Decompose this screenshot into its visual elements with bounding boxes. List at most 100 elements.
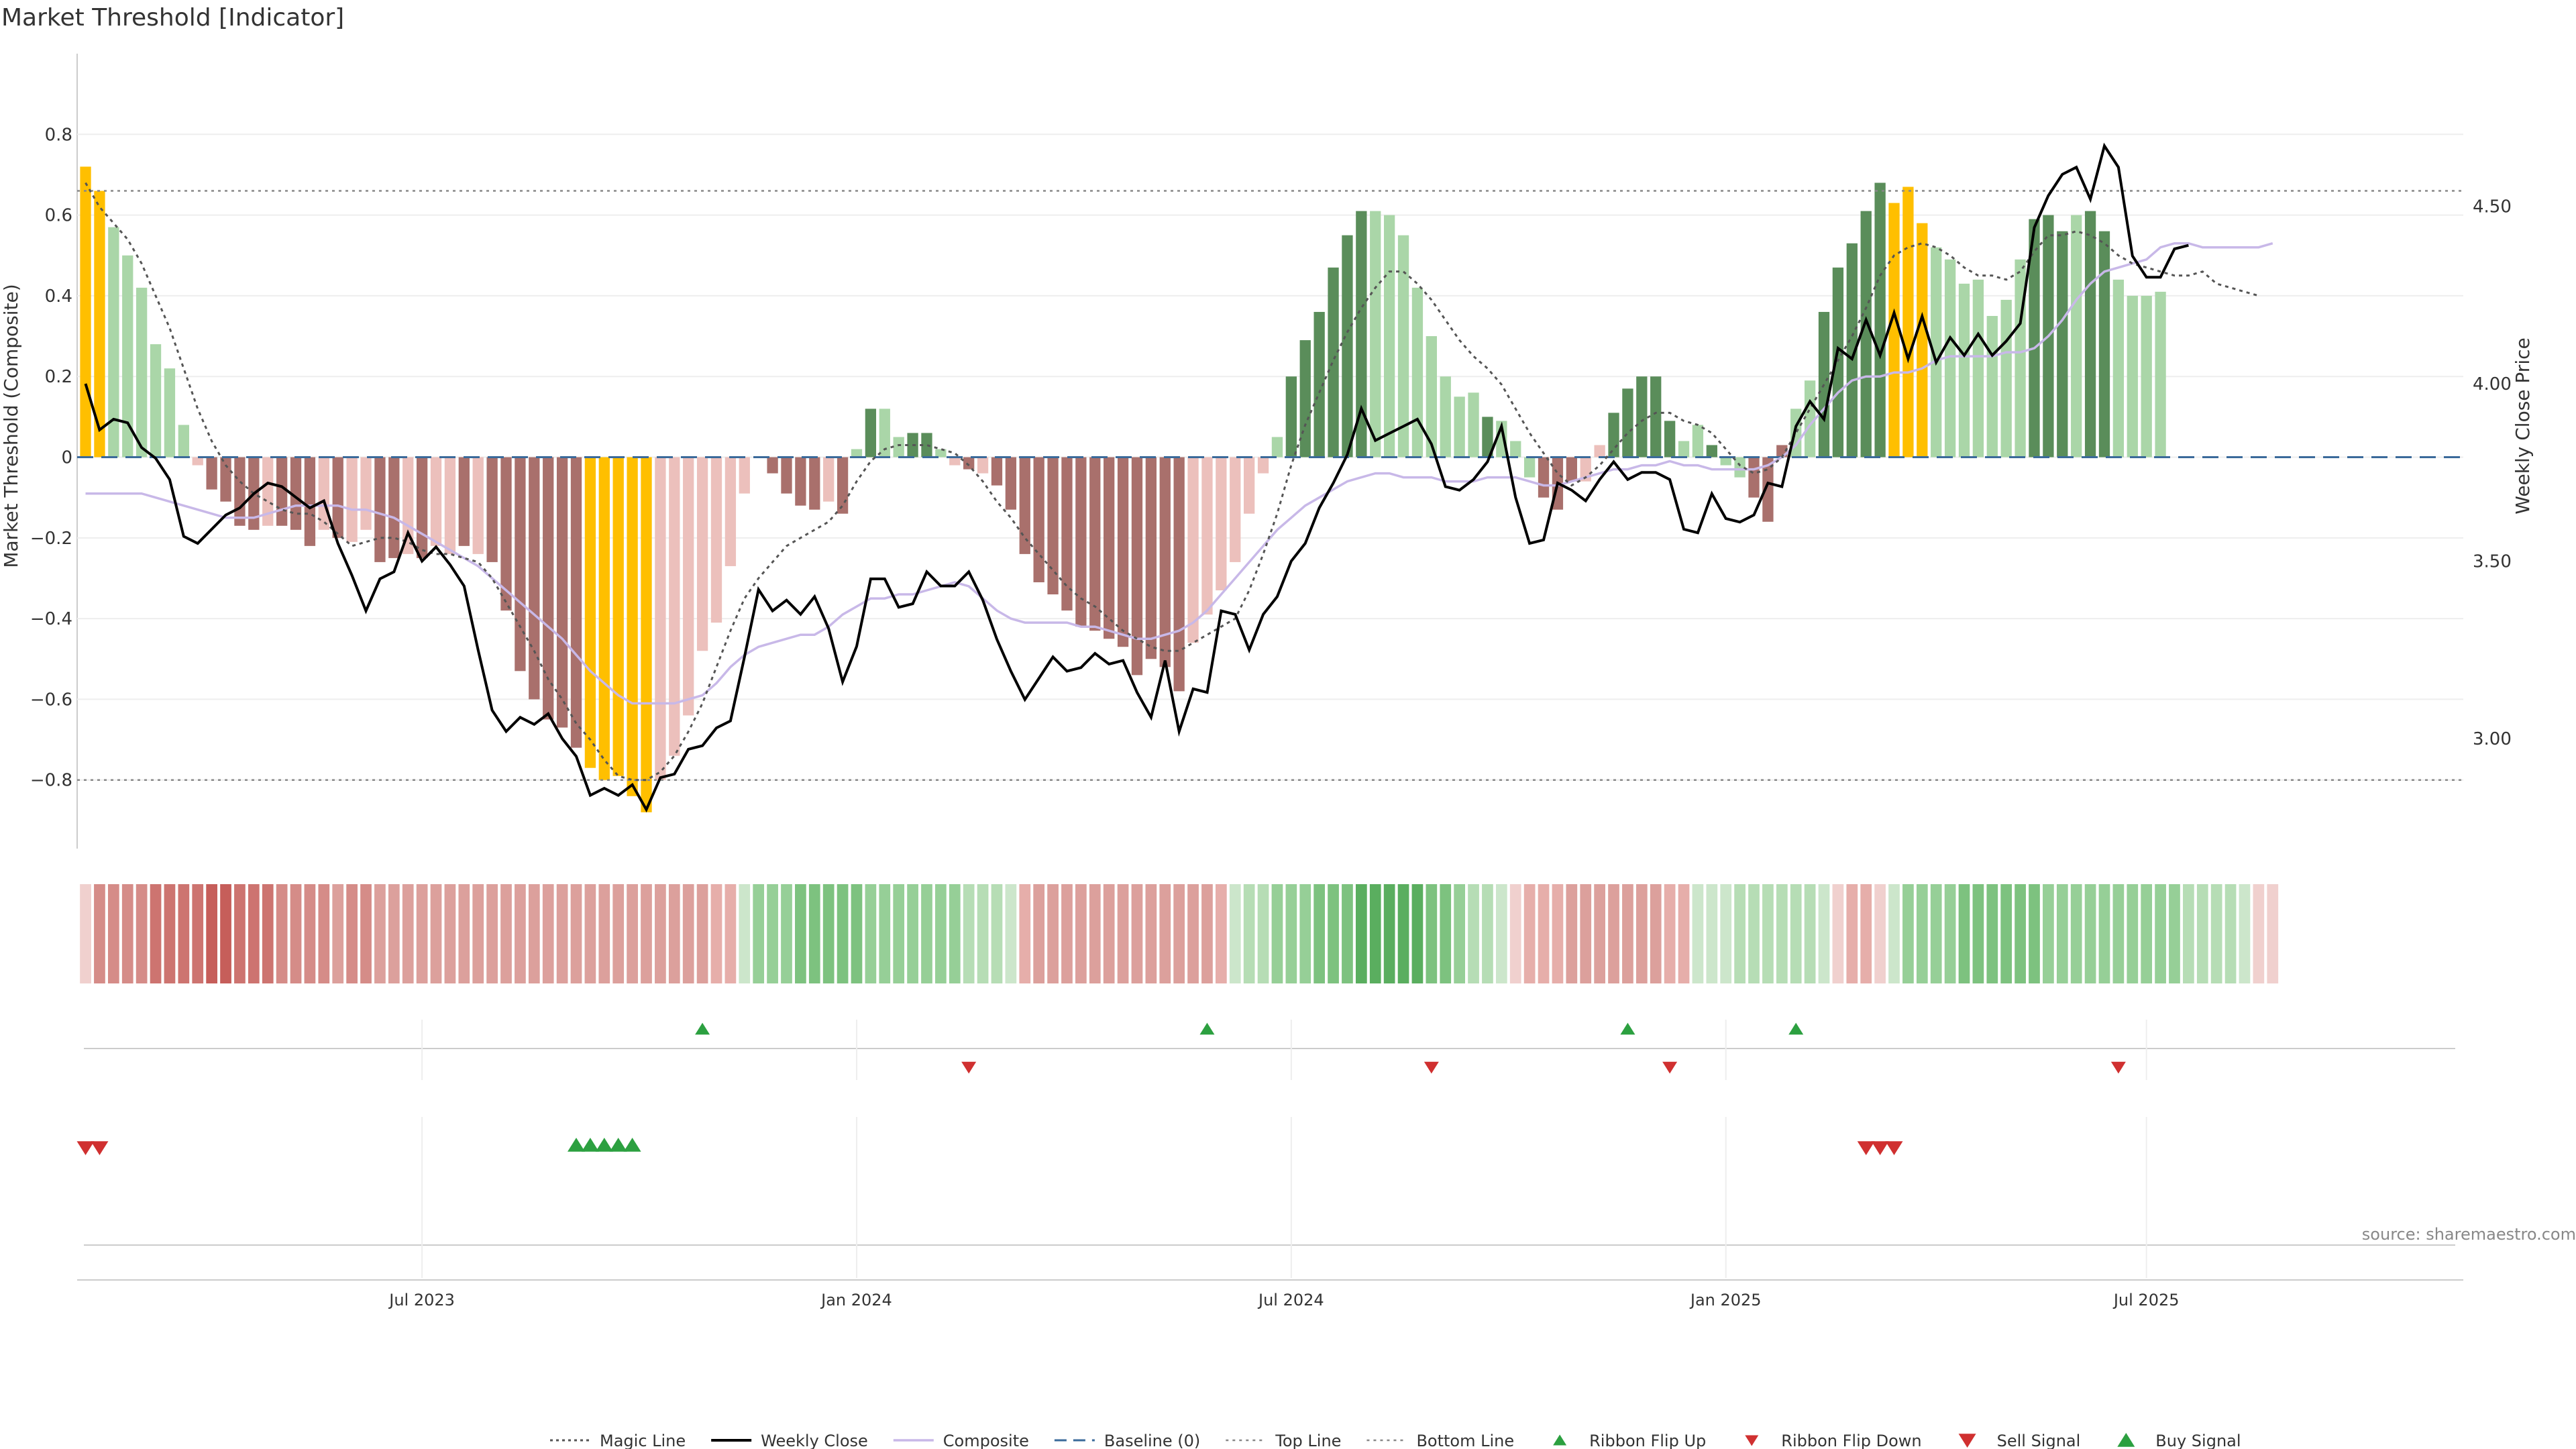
composite-bar [1832, 267, 1844, 458]
ribbon-cell [2141, 884, 2153, 983]
ribbon-cell [1313, 884, 1326, 983]
ribbon-cell [921, 884, 932, 983]
composite-bar [500, 457, 512, 611]
composite-bar [1019, 457, 1030, 554]
ribbon-cell [1187, 884, 1199, 983]
ribbon-cell [1033, 884, 1045, 983]
composite-bar [332, 457, 343, 538]
legend-label: Ribbon Flip Up [1589, 1432, 1706, 1449]
composite-bar [1201, 457, 1213, 615]
ribbon-cell [1860, 884, 1872, 983]
ribbon-cell [1482, 884, 1493, 983]
composite-bar [1117, 457, 1129, 647]
ribbon-cell [781, 884, 792, 983]
ribbon-cell [1776, 884, 1788, 983]
ribbon-cell [458, 884, 470, 983]
ribbon-cell [1243, 884, 1255, 983]
ribbon-cell [1509, 884, 1521, 983]
composite-bar [2084, 211, 2096, 458]
composite-bar [80, 166, 91, 458]
composite-bar [781, 457, 792, 494]
composite-bar [1104, 457, 1115, 639]
ribbon-cell [1103, 884, 1115, 983]
composite-bar [1846, 243, 1858, 458]
sell-signal-marker [91, 1141, 109, 1156]
legend-swatch [2117, 1432, 2135, 1447]
composite-bar [108, 227, 119, 458]
ribbon-cell [949, 884, 961, 983]
composite-bar [1383, 215, 1395, 458]
ribbon-cell [528, 884, 540, 983]
ribbon-cell [332, 884, 344, 983]
ribbon-cell [1734, 884, 1746, 983]
composite-bar [430, 457, 442, 546]
ribbon-cell [472, 884, 484, 983]
composite-bar [1271, 437, 1283, 458]
composite-bar [627, 457, 638, 796]
composite-bar [1523, 457, 1536, 478]
composite-bar [1762, 457, 1774, 522]
y2-tick-label: 3.50 [2473, 551, 2512, 572]
ribbon-cell [290, 884, 302, 983]
ribbon-cell [655, 884, 666, 983]
ribbon-cell [1958, 884, 1970, 983]
ribbon-cell [739, 884, 751, 983]
composite-bar [1986, 315, 1998, 458]
source-credit: source: sharemaestro.com [2362, 1225, 2576, 1244]
composite-bar [304, 457, 316, 546]
ribbon-cell [1608, 884, 1619, 983]
ribbon-cell [374, 884, 386, 983]
composite-bar [1075, 457, 1087, 627]
composite-bar [655, 457, 666, 780]
ribbon-cell [136, 884, 148, 983]
ribbon-cell [121, 884, 133, 983]
ribbon-cell [304, 884, 316, 983]
composite-bar [1874, 182, 1886, 458]
sell-signal-marker [76, 1141, 95, 1156]
y-tick-label: 0 [61, 448, 72, 468]
composite-bar [1972, 279, 1984, 458]
composite-bar [1397, 235, 1409, 458]
composite-bar [1230, 457, 1241, 562]
composite-bar [360, 457, 372, 530]
buy-signal-marker [609, 1137, 627, 1152]
composite-bar [290, 457, 302, 530]
composite-bar [2127, 295, 2138, 458]
y-tick-label: 0.6 [45, 206, 72, 226]
composite-bar [220, 457, 231, 502]
composite-bar [1313, 311, 1325, 458]
ribbon-cell [2127, 884, 2139, 983]
ribbon-cell [1566, 884, 1578, 983]
signal-panel [76, 1137, 2455, 1246]
ribbon-cell [963, 884, 975, 983]
ribbon-cell [1720, 884, 1732, 983]
ribbon-cell [430, 884, 442, 983]
ribbon-cell [1495, 884, 1507, 983]
composite-bar [977, 457, 989, 474]
composite-bar [2000, 299, 2012, 458]
composite-bar [1454, 396, 1465, 458]
legend-label: Magic Line [600, 1432, 686, 1449]
ribbon-cell [808, 884, 820, 983]
ribbon-cell [1635, 884, 1648, 983]
buy-signal-marker [595, 1137, 613, 1152]
ribbon-cell [612, 884, 625, 983]
composite-bar [262, 457, 274, 526]
composite-bar [710, 457, 722, 623]
composite-bar [1931, 247, 1942, 458]
legend-label: Ribbon Flip Down [1781, 1432, 1921, 1449]
legend: Magic Line Weekly Close Composite Baseline … [550, 1432, 2241, 1449]
composite-bar [724, 457, 737, 566]
legend-swatch [1553, 1434, 1567, 1446]
composite-bar [669, 457, 680, 756]
ribbon-cell [2098, 884, 2110, 983]
ribbon-cell [1369, 884, 1381, 983]
composite-bar [234, 457, 246, 526]
composite-bar [1356, 211, 1367, 458]
ribbon-cell [2253, 884, 2265, 983]
ribbon-cell [2056, 884, 2068, 983]
composite-bar [529, 457, 540, 700]
ribbon-cell [1075, 884, 1087, 983]
ribbon-cell [1650, 884, 1662, 983]
composite-bar [2098, 231, 2110, 458]
